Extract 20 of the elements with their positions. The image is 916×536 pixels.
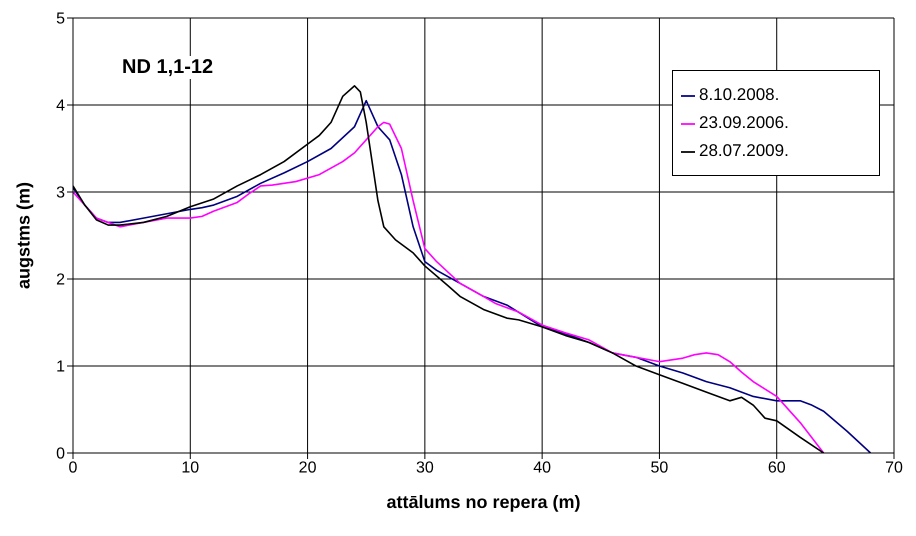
annotation: ND 1,1-12 [120,56,216,79]
y-tick-label: 3 [56,184,66,202]
x-axis-title: attālums no repera (m) [386,492,581,512]
legend-label: 23.09.2006. [699,113,789,132]
x-tick-label: 50 [650,459,668,476]
x-tick-label: 60 [768,459,786,476]
y-tick-label: 2 [56,272,66,289]
x-tick-label: 0 [68,459,78,476]
x-tick-label: 40 [533,459,552,476]
x-tick-label: 10 [181,459,200,476]
y-tick-label: 4 [56,98,66,115]
x-tick-label: 20 [298,459,317,476]
legend-label: 8.10.2008. [699,85,780,104]
legend-label: 28.07.2009. [699,141,789,160]
y-axis-title: augstms (m) [13,182,34,290]
y-tick-label: 5 [56,10,66,28]
x-tick-label: 30 [416,459,434,476]
x-tick-label: 70 [885,459,903,476]
y-tick-label: 1 [56,358,66,376]
y-tick-label: 0 [56,446,66,463]
